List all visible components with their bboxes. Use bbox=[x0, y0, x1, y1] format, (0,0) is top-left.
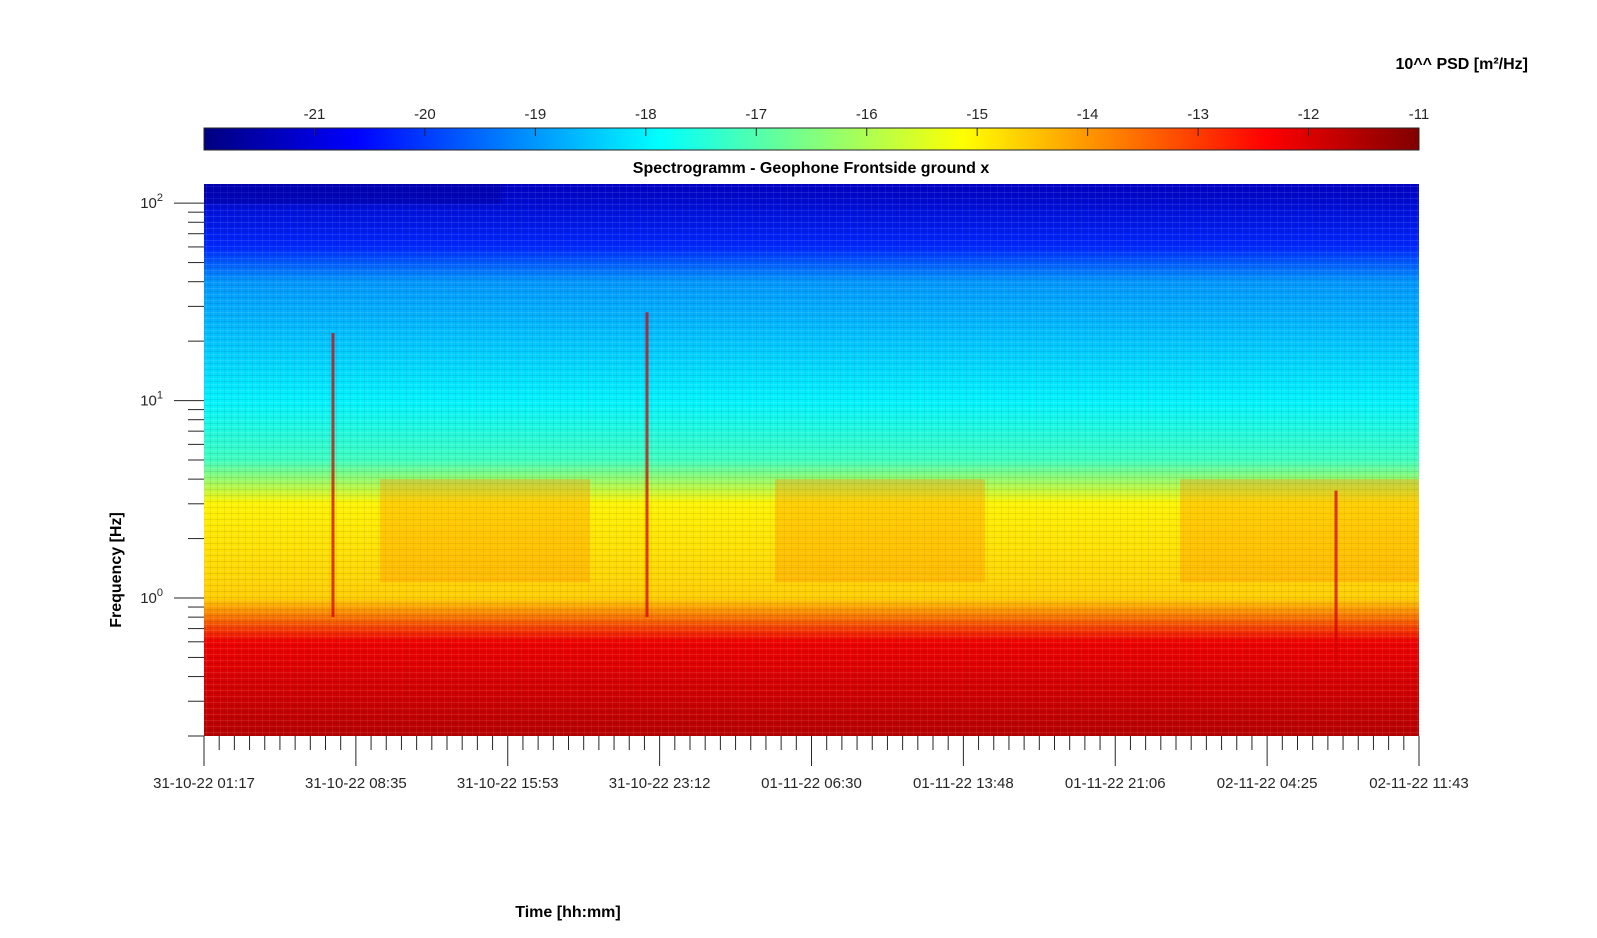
colorbar-label: 10^^ PSD [m²/Hz] bbox=[1396, 56, 1528, 73]
x-tick-label: 31-10-22 23:12 bbox=[609, 775, 711, 792]
activity-region bbox=[380, 479, 590, 583]
colorbar: 10^^ PSD [m²/Hz] -21 -20 -19 -18 -17 -16 -15 -1… bbox=[203, 56, 1528, 151]
x-tick-label: 31-10-22 01:17 bbox=[153, 775, 255, 792]
y-tick-exponent: 2 bbox=[157, 192, 163, 204]
x-tick-label: 02-11-22 04:25 bbox=[1217, 775, 1318, 792]
x-axis-ticks: 31-10-22 01:17 31-10-22 08:35 31-10-22 15:… bbox=[153, 736, 1469, 792]
y-tick-base: 10 bbox=[140, 195, 157, 212]
x-axis-label: Time [hh:mm] bbox=[515, 904, 620, 921]
colorbar-tick-label: -21 bbox=[304, 106, 326, 123]
y-tick-base: 10 bbox=[140, 393, 157, 410]
colorbar-tick-label: -20 bbox=[414, 106, 436, 123]
activity-region bbox=[775, 479, 985, 583]
y-tick-exponent: 0 bbox=[157, 587, 163, 599]
x-tick-label: 31-10-22 15:53 bbox=[457, 775, 559, 792]
y-tick-label: 101 bbox=[140, 390, 163, 410]
y-tick-label: 102 bbox=[140, 192, 163, 212]
y-tick-base: 10 bbox=[140, 590, 157, 607]
low-noise-floor-patch bbox=[204, 184, 502, 204]
colorbar-tick-label: -14 bbox=[1077, 106, 1099, 123]
spectrogram-time-streaks bbox=[204, 184, 1419, 736]
x-tick-label: 02-11-22 11:43 bbox=[1369, 775, 1469, 792]
x-tick-label: 01-11-22 13:48 bbox=[913, 775, 1014, 792]
colorbar-tick-label: -13 bbox=[1187, 106, 1209, 123]
colorbar-ticks: -21 -20 -19 -18 -17 -16 -15 -14 -13 -12 -11 bbox=[304, 106, 1430, 136]
colorbar-tick-label: -16 bbox=[856, 106, 878, 123]
chart-title: Spectrogramm - Geophone Frontside ground… bbox=[633, 160, 990, 177]
y-tick-label: 100 bbox=[140, 587, 163, 607]
colorbar-tick-label: -18 bbox=[635, 106, 657, 123]
x-tick-label: 01-11-22 06:30 bbox=[761, 775, 862, 792]
spectrogram-plot-area bbox=[204, 184, 1419, 736]
colorbar-tick-label: -12 bbox=[1298, 106, 1320, 123]
colorbar-tick-label: -15 bbox=[966, 106, 988, 123]
colorbar-gradient-bar bbox=[203, 127, 1420, 151]
colorbar-tick-label: -19 bbox=[525, 106, 547, 123]
colorbar-tick-label: -11 bbox=[1409, 106, 1430, 123]
x-tick-label: 01-11-22 21:06 bbox=[1065, 775, 1166, 792]
y-tick-exponent: 1 bbox=[157, 390, 163, 402]
x-axis: 31-10-22 01:17 31-10-22 08:35 31-10-22 15:… bbox=[153, 736, 1469, 921]
x-tick-label: 31-10-22 08:35 bbox=[305, 775, 407, 792]
colorbar-tick-label: -17 bbox=[745, 106, 767, 123]
y-axis-label: Frequency [Hz] bbox=[108, 512, 125, 628]
activity-region bbox=[1180, 479, 1419, 583]
transient-events bbox=[331, 312, 1338, 667]
daytime-activity-regions bbox=[380, 479, 1419, 583]
